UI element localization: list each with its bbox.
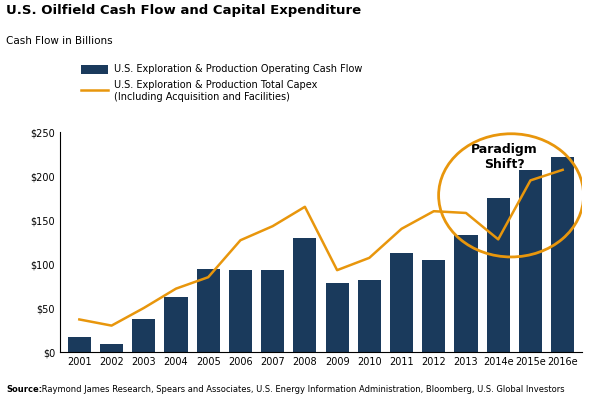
Bar — [100, 344, 123, 352]
Bar — [454, 235, 478, 352]
Text: (Including Acquisition and Facilities): (Including Acquisition and Facilities) — [114, 92, 290, 102]
Bar — [358, 280, 381, 352]
Bar — [197, 269, 220, 352]
Bar — [390, 254, 413, 352]
Text: Raymond James Research, Spears and Associates, U.S. Energy Information Administr: Raymond James Research, Spears and Assoc… — [39, 385, 565, 394]
Text: U.S. Exploration & Production Total Capex: U.S. Exploration & Production Total Cape… — [114, 80, 317, 90]
Bar — [519, 170, 542, 352]
Bar — [487, 198, 510, 352]
Text: Paradigm
Shift?: Paradigm Shift? — [471, 143, 538, 171]
Bar — [293, 238, 316, 352]
Bar — [551, 157, 574, 352]
Text: U.S. Exploration & Production Operating Cash Flow: U.S. Exploration & Production Operating … — [114, 64, 362, 74]
Bar — [326, 283, 349, 352]
Text: Source:: Source: — [6, 385, 42, 394]
Bar — [68, 337, 91, 352]
Bar — [132, 318, 155, 352]
Bar — [261, 270, 284, 352]
Bar — [422, 260, 445, 352]
Bar — [229, 270, 252, 352]
Text: U.S. Oilfield Cash Flow and Capital Expenditure: U.S. Oilfield Cash Flow and Capital Expe… — [6, 4, 361, 17]
Bar — [164, 296, 188, 352]
Text: Cash Flow in Billions: Cash Flow in Billions — [6, 36, 113, 46]
